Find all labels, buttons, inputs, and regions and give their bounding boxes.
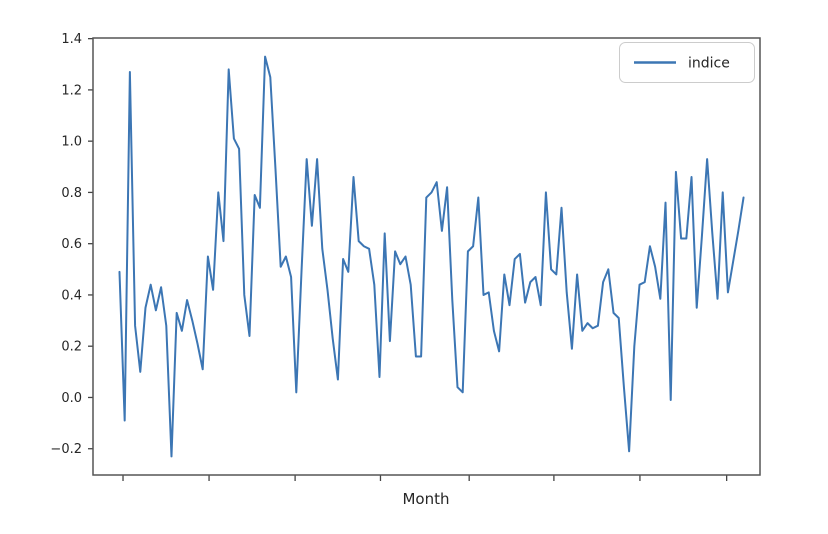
- legend-box: [619, 42, 755, 83]
- legend-label: indice: [688, 56, 730, 72]
- y-tick-label: 0.2: [61, 340, 82, 355]
- x-axis-ticks: [122, 475, 728, 481]
- y-tick-label: 1.0: [61, 135, 82, 150]
- legend: indice: [619, 42, 755, 83]
- y-tick-label: −0.2: [50, 442, 82, 457]
- axes-border: [92, 37, 761, 476]
- y-tick-label: 0.6: [61, 237, 82, 252]
- y-tick-label: 0.8: [61, 186, 82, 201]
- plot-area: [93, 38, 760, 475]
- y-axis-ticks: 1.4 1.2 1.0 0.8 0.6 0.4 0.2 0.0 −0.2: [50, 32, 93, 457]
- x-axis-label: Month: [402, 490, 449, 508]
- y-tick-label: 1.2: [61, 83, 82, 98]
- y-tick-label: 1.4: [61, 32, 82, 47]
- y-tick-label: 0.0: [61, 391, 82, 406]
- y-tick-label: 0.4: [61, 288, 82, 303]
- series-line-indice: [118, 55, 745, 458]
